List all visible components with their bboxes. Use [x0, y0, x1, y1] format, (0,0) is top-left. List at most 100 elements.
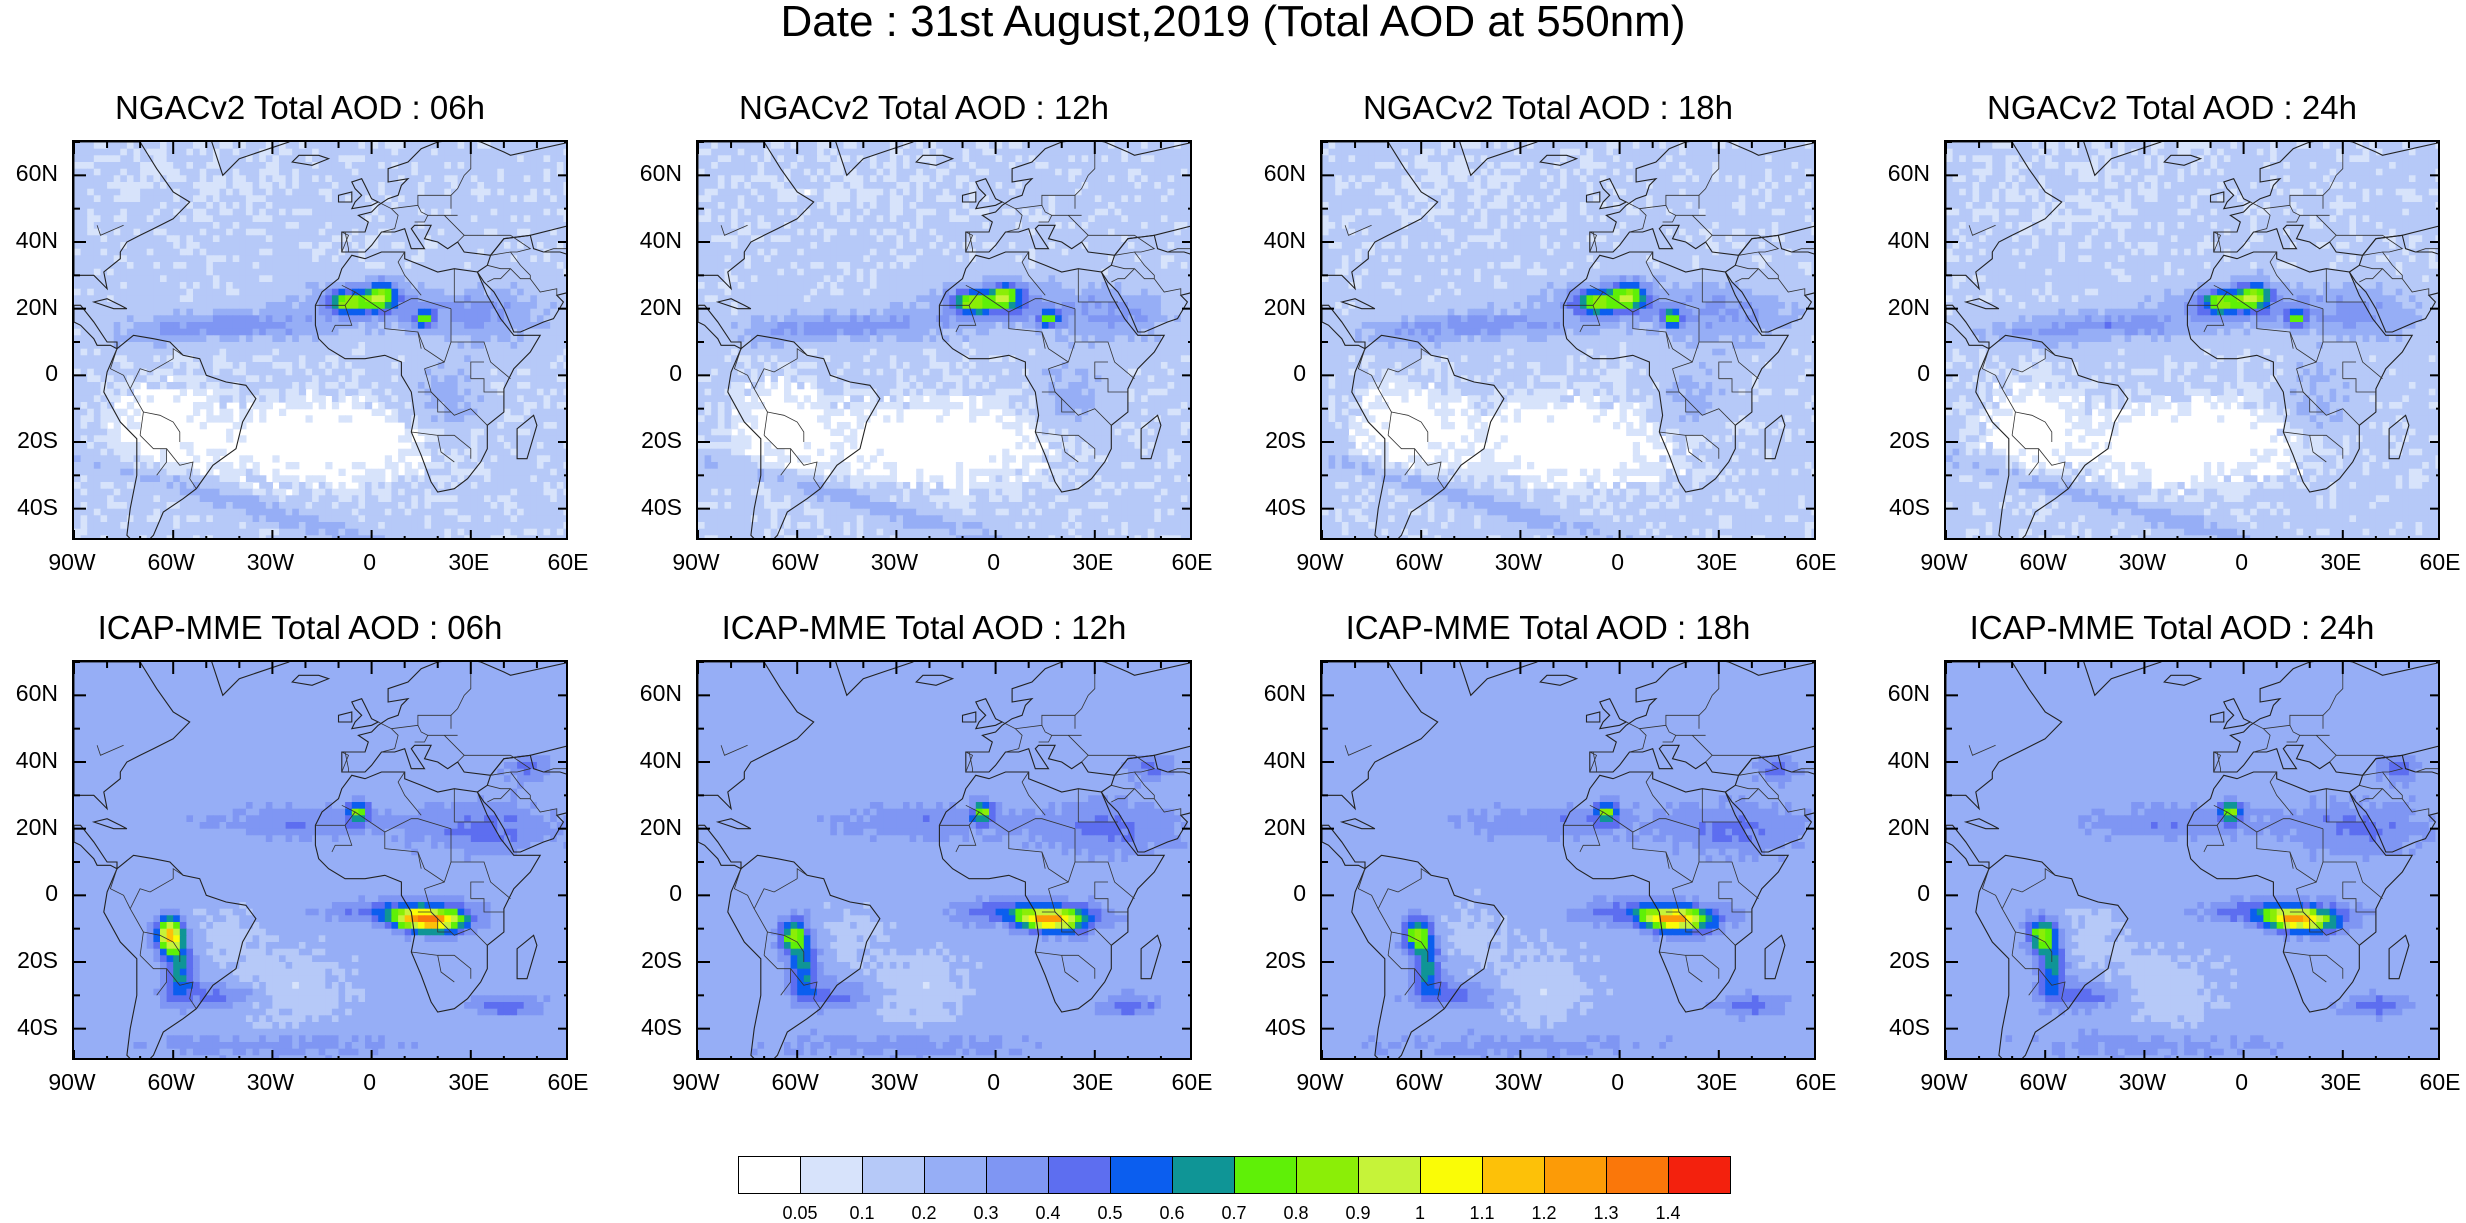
- lon-tick-label: 0: [2235, 1070, 2248, 1094]
- lon-tick-label: 30E: [1696, 1070, 1737, 1094]
- colorbar-tick-label: 1.4: [1655, 1204, 1680, 1222]
- lon-tick-label: 30W: [1495, 1070, 1542, 1094]
- colorbar-swatch: [800, 1156, 863, 1194]
- colorbar-tick-label: 0.6: [1159, 1204, 1184, 1222]
- colorbar-swatch: [1482, 1156, 1545, 1194]
- colorbar-tick-label: 1.1: [1469, 1204, 1494, 1222]
- lat-tick-label: 20S: [1265, 948, 1306, 972]
- lat-tick-label: 40N: [1888, 748, 1930, 772]
- lat-tick-label: 20S: [641, 428, 682, 452]
- lat-tick-label: 0: [1293, 881, 1306, 905]
- lat-tick-label: 60N: [16, 161, 58, 185]
- lon-tick-label: 60E: [548, 550, 589, 574]
- lon-tick-label: 30W: [247, 550, 294, 574]
- colorbar-tick-label: 0.05: [782, 1204, 817, 1222]
- lat-tick-label: 40N: [1264, 748, 1306, 772]
- aod-field-svg: [74, 142, 568, 540]
- colorbar: [738, 1156, 1730, 1194]
- lat-tick-label: 40S: [1889, 1015, 1930, 1039]
- lon-tick-label: 60W: [772, 550, 819, 574]
- colorbar-swatch: [1544, 1156, 1607, 1194]
- aod-field-svg: [1946, 142, 2440, 540]
- lon-tick-label: 60W: [2020, 1070, 2067, 1094]
- lat-tick-label: 20S: [17, 428, 58, 452]
- lat-tick-label: 20S: [1889, 948, 1930, 972]
- lon-tick-label: 60E: [1796, 550, 1837, 574]
- lat-tick-label: 20N: [16, 295, 58, 319]
- panel-title: ICAP-MME Total AOD : 18h: [1248, 610, 1848, 646]
- colorbar-swatch: [1606, 1156, 1669, 1194]
- colorbar-tick-label: 1.2: [1531, 1204, 1556, 1222]
- colorbar-tick-label: 0.2: [911, 1204, 936, 1222]
- lat-tick-label: 60N: [640, 161, 682, 185]
- lon-tick-label: 60W: [1396, 550, 1443, 574]
- lon-tick-label: 60W: [148, 1070, 195, 1094]
- colorbar-tick-label: 1.3: [1593, 1204, 1618, 1222]
- lat-tick-label: 0: [669, 881, 682, 905]
- lat-tick-label: 60N: [640, 681, 682, 705]
- lat-tick-label: 0: [1293, 361, 1306, 385]
- colorbar-tick-label: 0.9: [1345, 1204, 1370, 1222]
- lon-tick-label: 90W: [1920, 1070, 1967, 1094]
- colorbar-swatch: [1358, 1156, 1421, 1194]
- lat-tick-label: 20N: [640, 815, 682, 839]
- lat-tick-label: 20N: [1888, 295, 1930, 319]
- lon-tick-label: 0: [1611, 1070, 1624, 1094]
- aod-field-svg: [1322, 662, 1816, 1060]
- lat-tick-label: 60N: [1264, 681, 1306, 705]
- lon-tick-label: 90W: [672, 550, 719, 574]
- lon-tick-label: 90W: [48, 1070, 95, 1094]
- aod-map: [696, 140, 1192, 540]
- lon-tick-label: 30W: [1495, 550, 1542, 574]
- lon-tick-label: 60E: [2420, 1070, 2461, 1094]
- colorbar-swatch: [1420, 1156, 1483, 1194]
- colorbar-swatch: [738, 1156, 801, 1194]
- figure-title: Date : 31st August,2019 (Total AOD at 55…: [0, 0, 2466, 44]
- lon-tick-label: 30W: [871, 1070, 918, 1094]
- lat-tick-label: 40N: [16, 748, 58, 772]
- lat-tick-label: 20N: [16, 815, 58, 839]
- aod-map: [1944, 140, 2440, 540]
- lon-tick-label: 90W: [1296, 550, 1343, 574]
- panel-title: ICAP-MME Total AOD : 12h: [624, 610, 1224, 646]
- colorbar-swatch: [1110, 1156, 1173, 1194]
- lon-tick-label: 30W: [2119, 1070, 2166, 1094]
- colorbar-tick-label: 0.5: [1097, 1204, 1122, 1222]
- lat-tick-label: 0: [45, 881, 58, 905]
- aod-field-svg: [74, 662, 568, 1060]
- lon-tick-label: 30E: [448, 1070, 489, 1094]
- lat-tick-label: 40S: [17, 495, 58, 519]
- lon-tick-label: 90W: [48, 550, 95, 574]
- lon-tick-label: 30E: [1072, 550, 1113, 574]
- aod-map: [72, 660, 568, 1060]
- lon-tick-label: 60E: [1172, 1070, 1213, 1094]
- colorbar-swatch: [1296, 1156, 1359, 1194]
- lon-tick-label: 0: [2235, 550, 2248, 574]
- lat-tick-label: 0: [1917, 881, 1930, 905]
- lon-tick-label: 0: [1611, 550, 1624, 574]
- lon-tick-label: 60E: [548, 1070, 589, 1094]
- colorbar-tick-label: 1: [1415, 1204, 1425, 1222]
- panel-title: NGACv2 Total AOD : 18h: [1248, 90, 1848, 126]
- lon-tick-label: 30E: [1696, 550, 1737, 574]
- panel-title: ICAP-MME Total AOD : 24h: [1872, 610, 2466, 646]
- colorbar-swatch: [1048, 1156, 1111, 1194]
- lat-tick-label: 40N: [16, 228, 58, 252]
- lat-tick-label: 20N: [1264, 295, 1306, 319]
- lon-tick-label: 60W: [1396, 1070, 1443, 1094]
- lon-tick-label: 30E: [448, 550, 489, 574]
- lat-tick-label: 60N: [1888, 161, 1930, 185]
- lat-tick-label: 40S: [1265, 495, 1306, 519]
- lat-tick-label: 40N: [1264, 228, 1306, 252]
- colorbar-tick-label: 0.3: [973, 1204, 998, 1222]
- lat-tick-label: 40N: [1888, 228, 1930, 252]
- lat-tick-label: 20N: [1264, 815, 1306, 839]
- lon-tick-label: 90W: [1296, 1070, 1343, 1094]
- aod-field-svg: [1322, 142, 1816, 540]
- lon-tick-label: 30E: [2320, 550, 2361, 574]
